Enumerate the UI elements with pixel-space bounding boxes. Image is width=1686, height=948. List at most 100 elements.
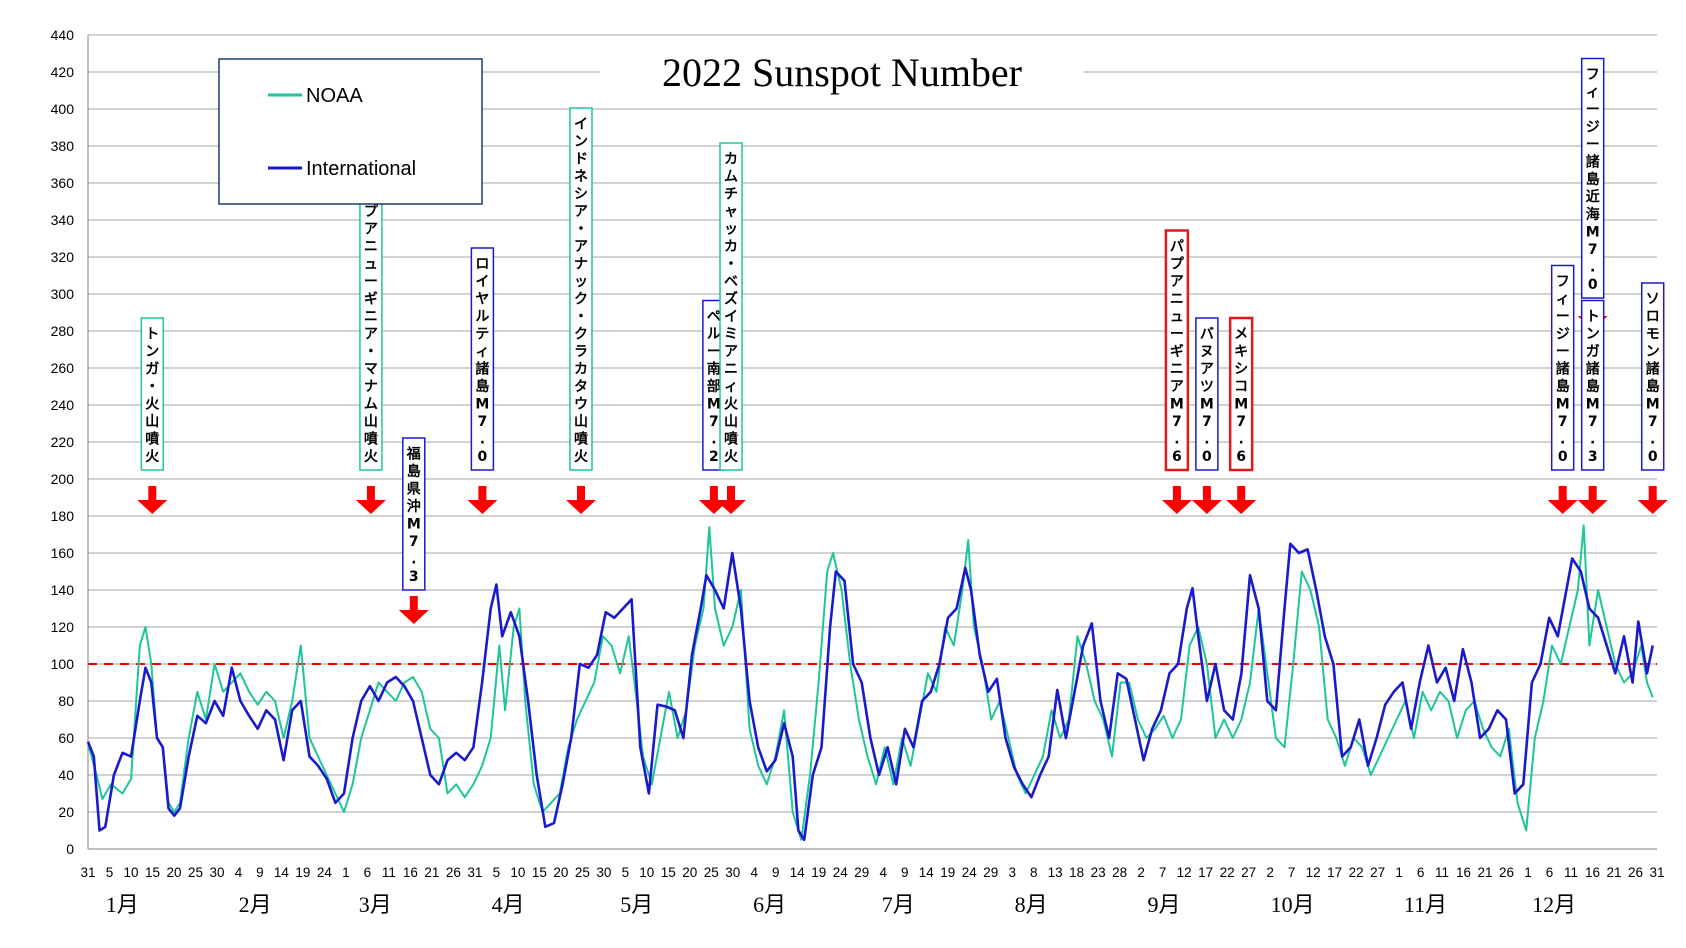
x-axis: 31 5 10 15 20 25 30 4 9 14 19 24 1 6 11 16 21 26 31 5 10 15 20… xyxy=(80,848,1665,917)
y-tick-label: 100 xyxy=(51,656,75,672)
y-tick-label: 180 xyxy=(51,508,75,524)
month-label: 2月 xyxy=(239,892,272,917)
annotation-box xyxy=(1640,282,1665,471)
x-tick-label: 16 xyxy=(1585,865,1600,880)
x-tick-label: 23 xyxy=(1091,865,1106,880)
annotation-arrow xyxy=(398,596,429,624)
annotation-text: 福島県沖 M 7. 3 xyxy=(406,446,421,586)
annotation-2: 福島県沖 M 7. 3 xyxy=(398,437,429,624)
month-label: 11月 xyxy=(1404,892,1447,917)
annotation-3: ロイヤルティ諸島 M 7. 0 xyxy=(467,247,498,514)
annotation-box xyxy=(470,247,495,471)
y-tick-label: 380 xyxy=(51,138,75,154)
x-tick-label: 8 xyxy=(1030,865,1038,880)
series-layer xyxy=(86,524,1654,842)
x-tick-label: 15 xyxy=(145,865,160,880)
y-tick-label: 440 xyxy=(51,27,75,43)
x-tick-label: 9 xyxy=(772,865,780,880)
x-tick-label: 10 xyxy=(510,865,525,880)
x-tick-label: 15 xyxy=(661,865,676,880)
x-tick-label: 24 xyxy=(317,865,333,880)
x-tick-label: 20 xyxy=(553,865,568,880)
annotation-arrow xyxy=(467,486,498,514)
x-tick-label: 12 xyxy=(1306,865,1321,880)
x-tick-label: 31 xyxy=(467,865,482,880)
x-tick-label: 7 xyxy=(1288,865,1296,880)
annotation-box xyxy=(1580,57,1605,299)
annotation-arrow xyxy=(1577,486,1608,514)
annotation-text: インドネシア・アナック・クラカタウ山噴火 xyxy=(574,117,589,466)
y-tick-label: 280 xyxy=(51,323,75,339)
x-tick-label: 19 xyxy=(940,865,955,880)
x-tick-label: 4 xyxy=(879,865,887,880)
y-tick-label: 400 xyxy=(51,101,75,117)
x-tick-label: 16 xyxy=(403,865,418,880)
x-tick-label: 2 xyxy=(1137,865,1145,880)
x-tick-label: 6 xyxy=(364,865,372,880)
x-tick-label: 10 xyxy=(123,865,138,880)
y-tick-label: 40 xyxy=(58,767,74,783)
x-tick-label: 9 xyxy=(256,865,264,880)
y-tick-label: 60 xyxy=(58,730,74,746)
x-tick-label: 5 xyxy=(622,865,630,880)
y-tick-label: 420 xyxy=(51,64,75,80)
annotation-box xyxy=(1550,264,1575,471)
x-tick-label: 11 xyxy=(1435,865,1449,880)
x-tick-label: 18 xyxy=(1069,865,1084,880)
y-tick-label: 360 xyxy=(51,175,75,191)
y-tick-label: 320 xyxy=(51,249,75,265)
x-tick-label: 26 xyxy=(1628,865,1643,880)
chart-title: 2022 Sunspot Number xyxy=(662,50,1022,95)
x-tick-label: 25 xyxy=(188,865,203,880)
month-label: 7月 xyxy=(882,892,915,917)
x-tick-label: 27 xyxy=(1370,865,1385,880)
annotation-box xyxy=(140,317,165,471)
annotation-text: トンガ・火山噴火 xyxy=(145,327,160,466)
y-tick-label: 140 xyxy=(51,582,75,598)
x-tick-label: 17 xyxy=(1327,865,1342,880)
x-tick-label: 20 xyxy=(682,865,697,880)
x-tick-label: 19 xyxy=(811,865,826,880)
x-tick-label: 27 xyxy=(1241,865,1256,880)
x-tick-label: 29 xyxy=(854,865,869,880)
x-tick-label: 9 xyxy=(901,865,909,880)
y-tick-label: 220 xyxy=(51,434,75,450)
annotation-arrow xyxy=(1161,486,1192,514)
annotation-box xyxy=(1164,229,1190,472)
x-tick-label: 31 xyxy=(1649,865,1664,880)
annotation-text: ソロモン諸島 M 7. 0 xyxy=(1646,292,1660,466)
annotation-text: パプアニューギニア・マナム山噴火 xyxy=(364,187,379,466)
annotation-arrow xyxy=(1637,486,1668,514)
month-label: 1月 xyxy=(106,892,139,917)
annotation-box xyxy=(1580,299,1605,471)
x-tick-label: 5 xyxy=(106,865,114,880)
annotation-text: フィージー諸島 M 7. 0 xyxy=(1556,274,1570,465)
x-tick-label: 5 xyxy=(493,865,501,880)
y-tick-label: 120 xyxy=(51,619,75,635)
annotation-box xyxy=(1228,316,1254,472)
x-tick-label: 26 xyxy=(1499,865,1514,880)
x-tick-label: 6 xyxy=(1546,865,1554,880)
x-tick-label: 30 xyxy=(209,865,224,880)
month-label: 5月 xyxy=(620,892,653,917)
x-tick-label: 11 xyxy=(382,865,396,880)
annotation-text: メキシコ M 7. 6 xyxy=(1234,327,1248,466)
annotation-arrow xyxy=(566,486,596,514)
series-line-international xyxy=(86,542,1654,842)
x-tick-label: 14 xyxy=(274,865,290,880)
annotation-arrow xyxy=(1226,486,1257,514)
x-tick-label: 19 xyxy=(295,865,310,880)
x-tick-label: 31 xyxy=(80,865,95,880)
month-label: 3月 xyxy=(359,892,392,917)
annotation-6: カムチャッカ・ベズイミアニィ火山噴火 xyxy=(716,142,746,514)
legend-label-noaa: NOAA xyxy=(306,85,363,107)
x-tick-label: 7 xyxy=(1159,865,1167,880)
y-tick-label: 0 xyxy=(66,841,74,857)
annotation-1: パプアニューギニア・マナム山噴火 xyxy=(355,177,386,514)
month-label: 12月 xyxy=(1532,892,1576,917)
x-tick-label: 21 xyxy=(1606,865,1621,880)
x-tick-label: 11 xyxy=(1564,865,1578,880)
x-tick-label: 26 xyxy=(446,865,461,880)
annotation-10: フィージー諸島 M 7. 0 xyxy=(1547,264,1578,514)
y-axis: 0 20 40 60 80 100 120 140 160 180 200 220 240 260 280 3… xyxy=(51,27,89,857)
